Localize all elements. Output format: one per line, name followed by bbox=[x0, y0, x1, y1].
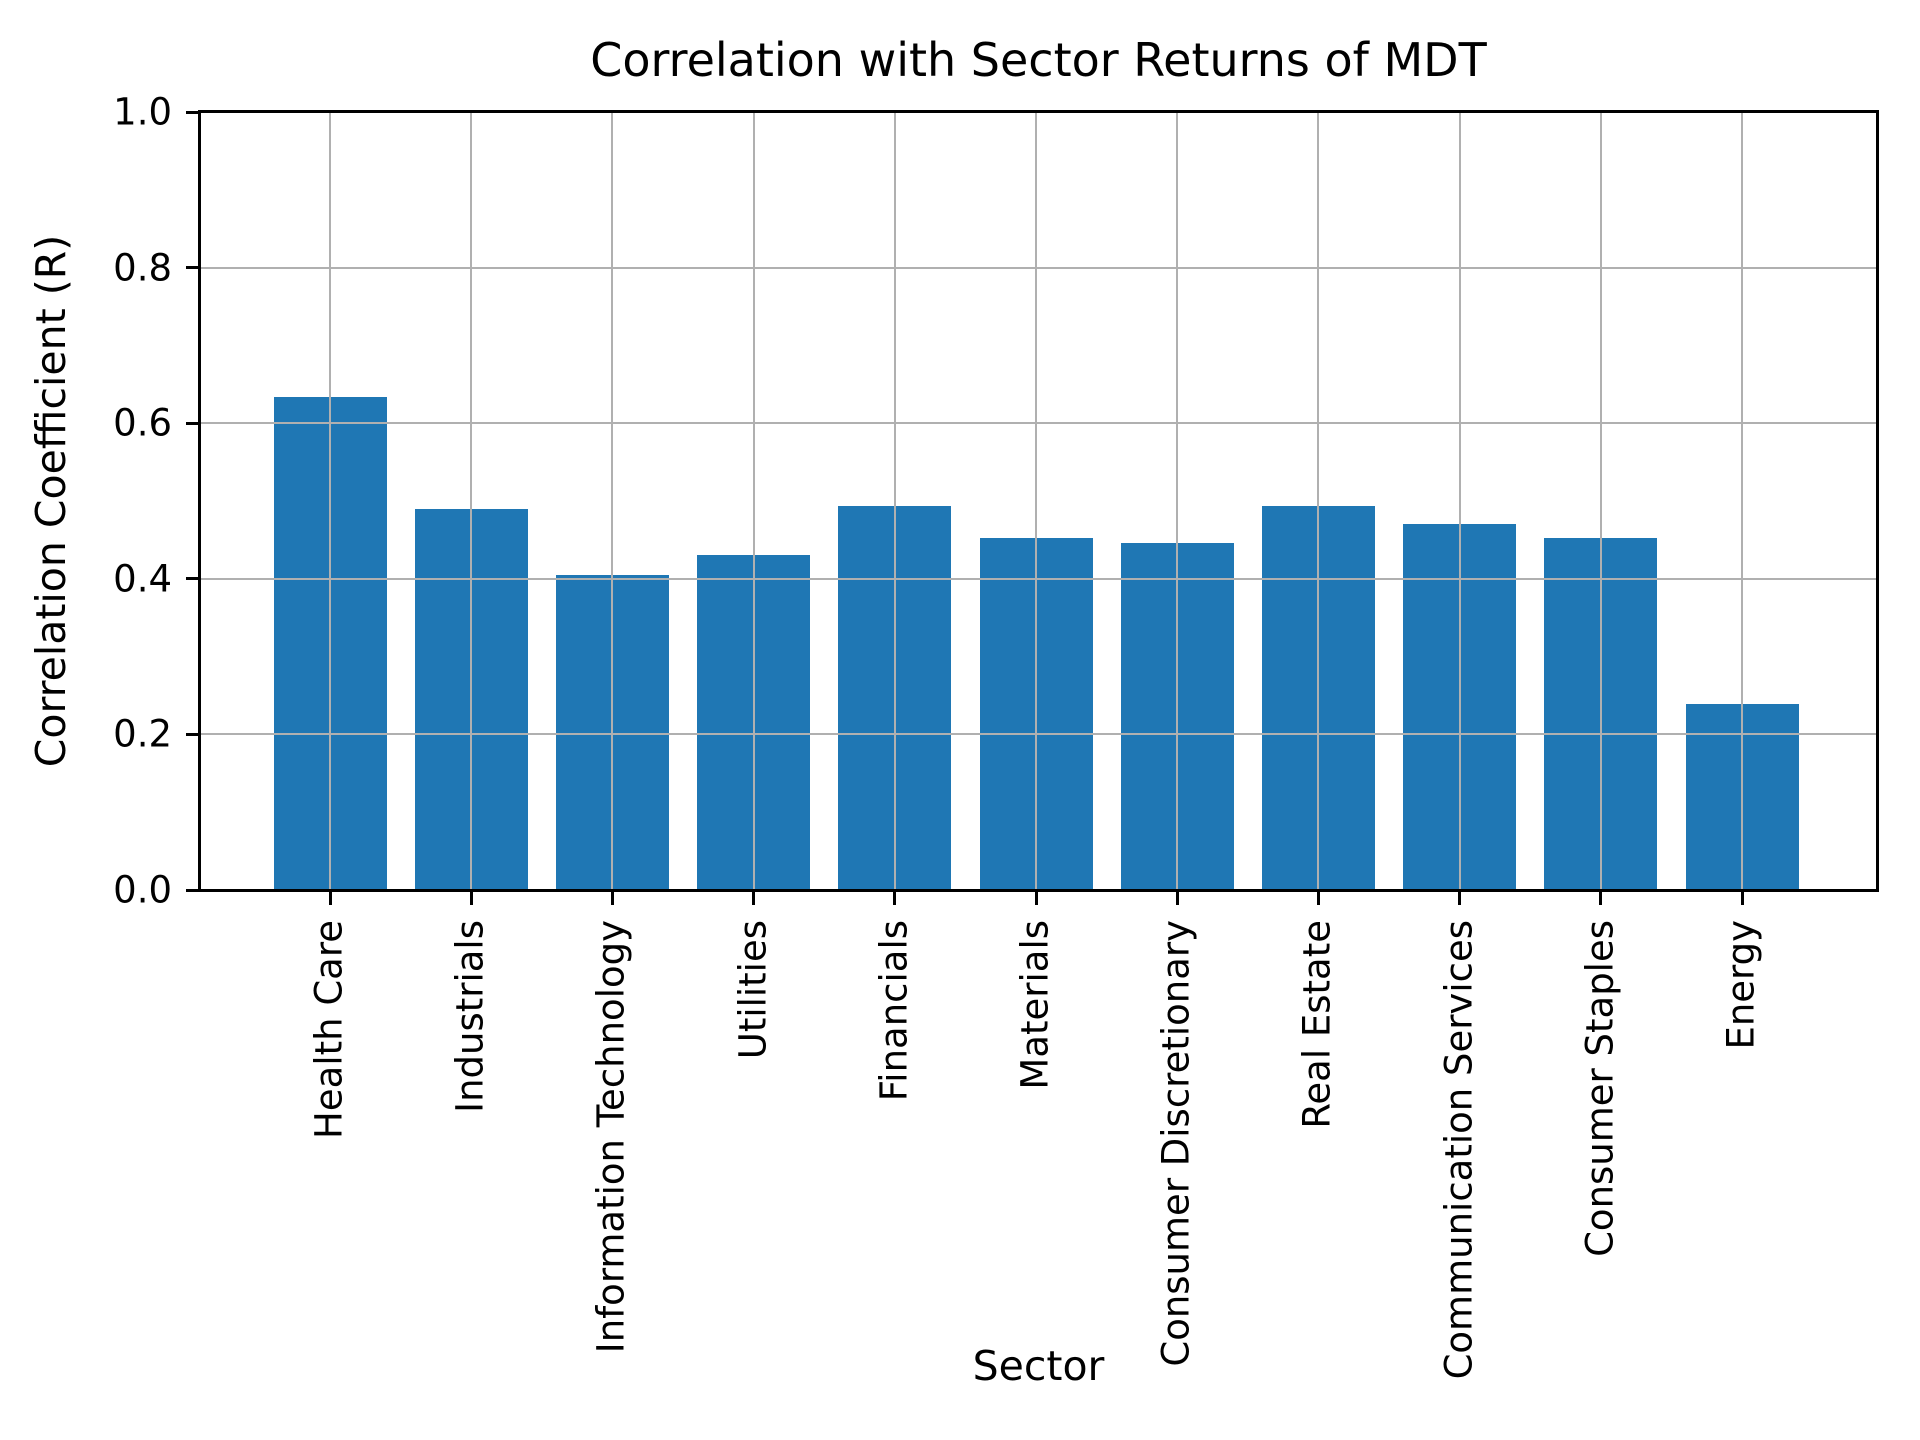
x-tick-information-technology bbox=[610, 892, 614, 905]
y-tick-label-0.0: 0.0 bbox=[113, 868, 172, 912]
y-tick-label-0.8: 0.8 bbox=[113, 246, 172, 290]
x-tick-materials bbox=[1034, 892, 1038, 905]
gridline-x-energy bbox=[1741, 112, 1743, 890]
x-tick-label-financials: Financials bbox=[872, 920, 916, 1102]
chart-title: Correlation with Sector Returns of MDT bbox=[590, 33, 1487, 87]
gridline-x-utilities bbox=[752, 112, 755, 890]
gridline-x-industrials bbox=[470, 112, 473, 890]
x-tick-real-estate bbox=[1316, 892, 1320, 905]
gridline-x-consumer-discretionary bbox=[1176, 112, 1179, 890]
gridline-y-0.4 bbox=[200, 577, 1877, 580]
y-tick-0.4 bbox=[186, 577, 200, 581]
plot-area bbox=[198, 110, 1879, 892]
x-tick-communication-services bbox=[1458, 892, 1462, 905]
x-tick-label-energy: Energy bbox=[1719, 920, 1763, 1050]
y-tick-0.0 bbox=[186, 888, 200, 892]
gridline-x-information-technology bbox=[611, 112, 614, 890]
x-tick-health-care bbox=[328, 892, 332, 905]
y-tick-0.8 bbox=[186, 266, 200, 270]
x-tick-financials bbox=[893, 892, 897, 905]
x-tick-label-materials: Materials bbox=[1013, 920, 1057, 1090]
x-tick-industrials bbox=[469, 892, 473, 905]
x-tick-label-industrials: Industrials bbox=[448, 920, 492, 1113]
y-tick-0.6 bbox=[186, 421, 200, 425]
x-tick-label-real-estate: Real Estate bbox=[1295, 920, 1339, 1129]
x-tick-label-consumer-discretionary: Consumer Discretionary bbox=[1154, 920, 1198, 1367]
gridline-x-consumer-staples bbox=[1599, 112, 1602, 890]
x-axis-title: Sector bbox=[972, 1342, 1105, 1390]
y-tick-label-0.6: 0.6 bbox=[113, 401, 172, 445]
x-tick-label-health-care: Health Care bbox=[307, 920, 351, 1139]
gridline-x-financials bbox=[893, 112, 896, 890]
y-tick-label-0.4: 0.4 bbox=[113, 557, 172, 601]
gridline-y-0.8 bbox=[200, 266, 1877, 269]
gridline-x-materials bbox=[1035, 112, 1037, 890]
y-tick-label-1.0: 1.0 bbox=[113, 90, 172, 134]
x-tick-label-information-technology: Information Technology bbox=[589, 920, 633, 1354]
y-tick-label-0.2: 0.2 bbox=[113, 712, 172, 756]
y-tick-1.0 bbox=[186, 110, 200, 114]
x-tick-energy bbox=[1740, 892, 1744, 905]
gridline-x-real-estate bbox=[1317, 112, 1320, 890]
gridline-y-0.6 bbox=[200, 422, 1877, 425]
y-tick-0.2 bbox=[186, 732, 200, 736]
x-tick-label-utilities: Utilities bbox=[731, 920, 775, 1060]
x-tick-label-consumer-staples: Consumer Staples bbox=[1578, 920, 1622, 1257]
x-tick-consumer-discretionary bbox=[1175, 892, 1179, 905]
x-tick-consumer-staples bbox=[1599, 892, 1603, 905]
gridline-y-0.2 bbox=[200, 733, 1877, 736]
gridline-x-health-care bbox=[329, 112, 331, 890]
x-tick-utilities bbox=[752, 892, 756, 905]
x-tick-label-communication-services: Communication Services bbox=[1437, 920, 1481, 1380]
y-axis-title: Correlation Coefficient (R) bbox=[27, 234, 75, 768]
gridline-x-communication-services bbox=[1458, 112, 1461, 890]
